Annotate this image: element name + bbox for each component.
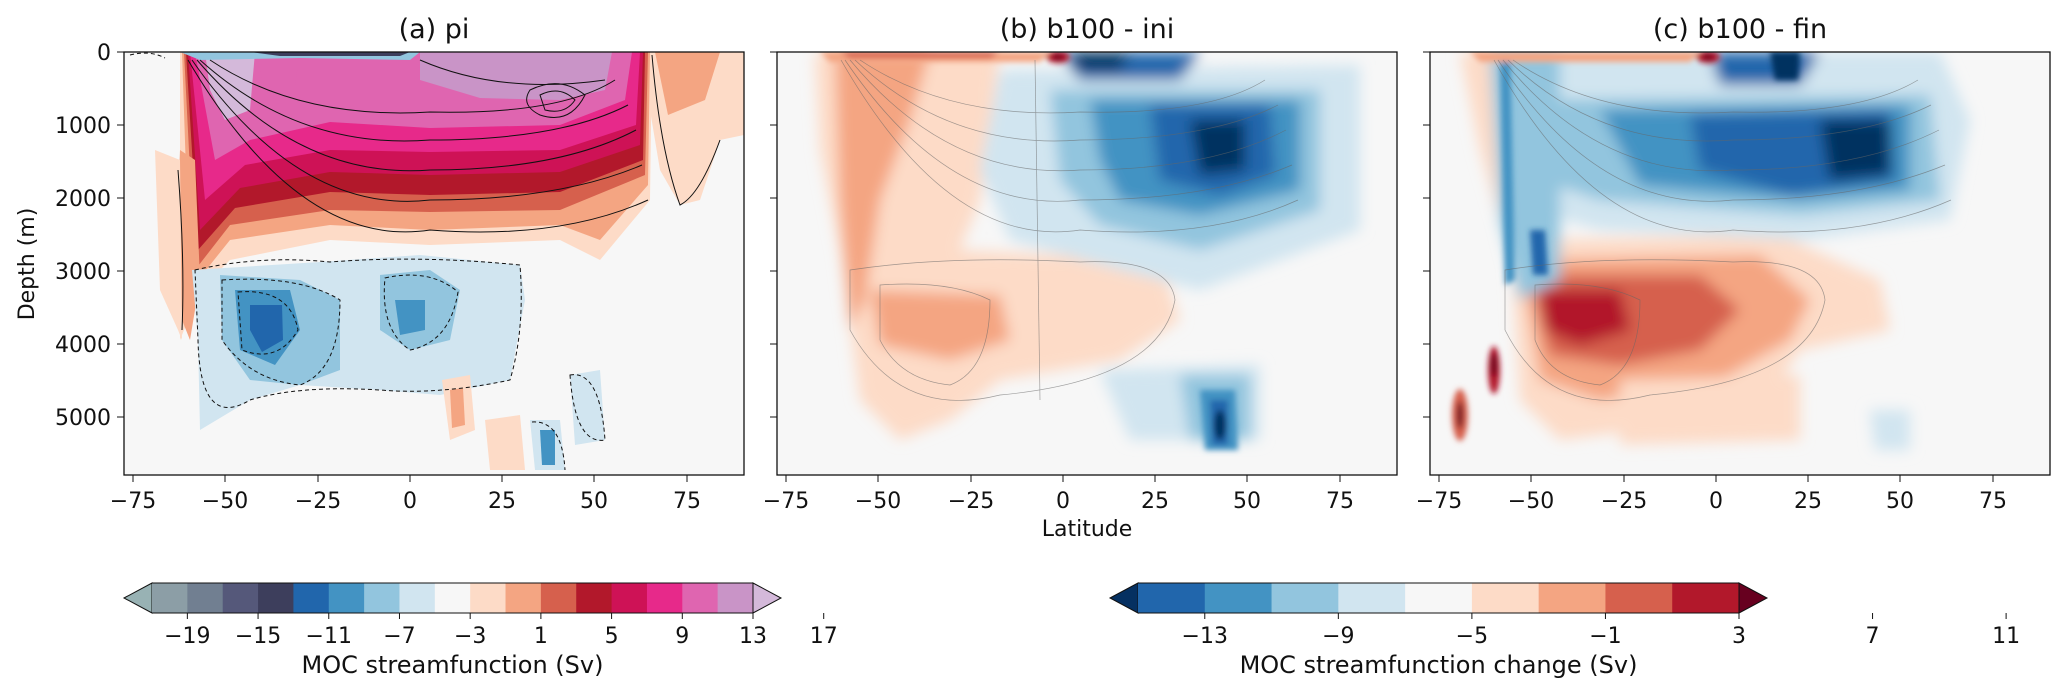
colorbar-swatch (682, 583, 719, 613)
colorbar-tick-label: −7 (383, 624, 415, 649)
x-tick-label: 0 (1709, 489, 1723, 514)
x-tick-label: −50 (202, 489, 248, 514)
colorbar-swatch (1538, 583, 1606, 613)
colorbar-tick-label: 11 (1992, 624, 2020, 649)
colorbar-swatch (611, 583, 648, 613)
colorbar-swatch (1338, 583, 1406, 613)
y-tick-label: 0 (97, 41, 111, 66)
colorbar-swatch (1672, 583, 1740, 613)
x-tick-label: 0 (1056, 489, 1070, 514)
x-tick-label: −75 (110, 489, 156, 514)
colorbar-swatch (576, 583, 613, 613)
colorbar-swatch (540, 583, 577, 613)
x-tick-label: 25 (488, 489, 516, 514)
colorbar-swatch (152, 583, 188, 613)
colorbar-extend-low (1108, 582, 1139, 614)
colorbar-tick-label: −5 (1456, 624, 1488, 649)
colorbar-swatch (1271, 583, 1339, 613)
panel-c-title: (c) b100 - fin (1653, 14, 1827, 45)
x-tick-label: −75 (763, 489, 809, 514)
colorbar-swatch (1138, 583, 1206, 613)
colorbar-swatch (258, 583, 294, 613)
colorbar-swatch (717, 583, 754, 613)
colorbar-extend-high (752, 582, 783, 614)
x-tick-label: 25 (1794, 489, 1822, 514)
colorbar-swatch (1204, 583, 1273, 613)
x-tick-label: 25 (1141, 489, 1169, 514)
colorbar-tick-label: −15 (235, 624, 281, 649)
panel-c-x-ticks: −75 −50 −25 0 25 50 75 (1416, 475, 2007, 514)
panel-b-y-ticks (770, 51, 777, 418)
panel-a: (a) pi Depth (m) −75 −50 −25 0 25 50 75 … (15, 14, 745, 514)
colorbar-swatch (505, 583, 542, 613)
panel-b-field (815, 52, 1360, 450)
colorbar-swatch (1405, 583, 1473, 613)
y-tick-label: 3000 (55, 260, 111, 285)
colorbar-tick-label: −11 (306, 624, 352, 649)
panel-b-x-ticks: −75 −50 −25 0 25 50 75 (763, 475, 1354, 514)
x-tick-label: −25 (1601, 489, 1647, 514)
x-tick-label: 50 (1233, 489, 1261, 514)
x-tick-label: 75 (1979, 489, 2007, 514)
panel-c: (c) b100 - fin −75 −50 −25 0 25 50 75 (1416, 14, 2051, 514)
panel-a-field (129, 52, 744, 471)
colorbar-frame (1138, 582, 1739, 614)
colorbar-swatch (187, 583, 224, 613)
colorbar-moc: −19 −15 −11 −7 −3 1 5 9 13 17 MOC streamfunction (… (122, 582, 838, 679)
colorbar-swatch (646, 583, 683, 613)
colorbar-extend-low (122, 582, 153, 614)
colorbar-extend-high (1738, 582, 1769, 614)
y-tick-label: 5000 (55, 406, 111, 431)
x-tick-label: 75 (1326, 489, 1354, 514)
y-axis-label: Depth (m) (15, 208, 40, 321)
panel-a-y-ticks: 0 1000 2000 3000 4000 5000 (55, 41, 124, 431)
x-axis-label: Latitude (1042, 517, 1133, 542)
colorbar-tick-label: −3 (454, 624, 486, 649)
x-tick-label: 50 (580, 489, 608, 514)
x-tick-label: 0 (403, 489, 417, 514)
panel-b: (b) b100 - ini Latitude −75 −50 −25 0 25… (763, 14, 1398, 542)
x-tick-label: −25 (948, 489, 994, 514)
y-tick-label: 1000 (55, 114, 111, 139)
colorbar-swatch (470, 583, 507, 613)
y-tick-label: 4000 (55, 333, 111, 358)
panel-c-y-ticks (1423, 51, 1430, 418)
colorbar-swatch (328, 583, 365, 613)
colorbar-tick-label: 13 (739, 624, 767, 649)
colorbar-swatch (434, 583, 471, 613)
colorbar-swatch (222, 583, 259, 613)
colorbar-tick-label: −1 (1589, 624, 1621, 649)
panel-a-title: (a) pi (399, 14, 470, 45)
x-tick-label: −50 (855, 489, 901, 514)
panel-a-x-ticks: −75 −50 −25 0 25 50 75 (110, 475, 701, 514)
colorbar-tick-label: −19 (164, 624, 210, 649)
colorbar-tick-label: −13 (1182, 624, 1228, 649)
colorbar-label: MOC streamfunction (Sv) (302, 651, 604, 679)
colorbar-tick-label: 5 (605, 624, 619, 649)
colorbar-tick-label: −9 (1322, 624, 1354, 649)
colorbar-swatch (364, 583, 400, 613)
colorbar-frame (152, 582, 753, 614)
x-tick-label: 50 (1886, 489, 1914, 514)
colorbar-tick-label: 9 (675, 624, 689, 649)
x-tick-label: 75 (673, 489, 701, 514)
colorbar-swatch (399, 583, 436, 613)
panel-c-field (1452, 52, 1970, 450)
colorbar-swatch (1605, 583, 1673, 613)
x-tick-label: −50 (1508, 489, 1554, 514)
colorbar-swatch (1471, 583, 1540, 613)
y-tick-label: 2000 (55, 187, 111, 212)
colorbar-tick-label: 1 (534, 624, 548, 649)
colorbar-tick-label: 3 (1732, 624, 1746, 649)
colorbar-swatch (293, 583, 330, 613)
colorbar-tick-label: 17 (810, 624, 838, 649)
colorbar-label: MOC streamfunction change (Sv) (1240, 651, 1638, 679)
x-tick-label: −75 (1416, 489, 1462, 514)
x-tick-label: −25 (295, 489, 341, 514)
colorbar-tick-label: 7 (1866, 624, 1880, 649)
panel-b-title: (b) b100 - ini (1000, 14, 1175, 45)
